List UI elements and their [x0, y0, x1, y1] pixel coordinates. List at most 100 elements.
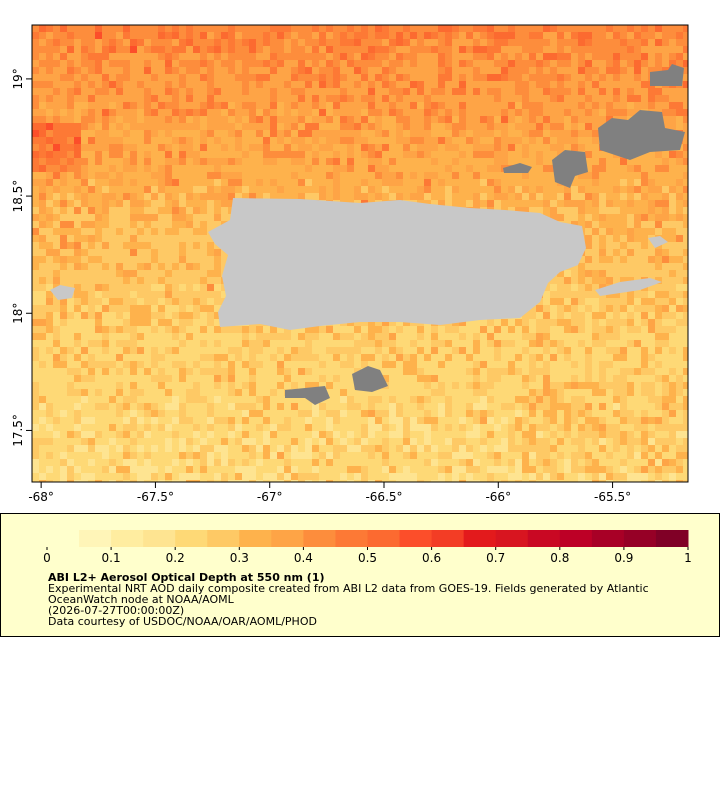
- raster-cell: [606, 39, 613, 46]
- raster-cell: [676, 375, 683, 382]
- raster-cell: [529, 179, 536, 186]
- raster-cell: [620, 291, 627, 298]
- raster-cell: [564, 193, 571, 200]
- raster-cell: [39, 200, 46, 207]
- raster-cell: [74, 123, 81, 130]
- raster-cell: [417, 95, 424, 102]
- raster-cell: [263, 60, 270, 67]
- raster-cell: [116, 263, 123, 270]
- raster-cell: [382, 186, 389, 193]
- raster-cell: [543, 284, 550, 291]
- raster-cell: [438, 95, 445, 102]
- raster-cell: [368, 326, 375, 333]
- raster-cell: [648, 263, 655, 270]
- raster-cell: [466, 39, 473, 46]
- raster-cell: [130, 291, 137, 298]
- raster-cell: [501, 193, 508, 200]
- raster-cell: [529, 102, 536, 109]
- raster-cell: [494, 95, 501, 102]
- raster-cell: [144, 312, 151, 319]
- raster-cell: [347, 74, 354, 81]
- raster-cell: [438, 151, 445, 158]
- raster-cell: [242, 130, 249, 137]
- raster-cell: [249, 74, 256, 81]
- raster-cell: [431, 53, 438, 60]
- raster-cell: [284, 46, 291, 53]
- raster-cell: [102, 263, 109, 270]
- raster-cell: [256, 151, 263, 158]
- raster-cell: [137, 151, 144, 158]
- raster-cell: [655, 39, 662, 46]
- raster-cell: [228, 116, 235, 123]
- raster-cell: [662, 333, 669, 340]
- raster-cell: [284, 67, 291, 74]
- raster-cell: [179, 277, 186, 284]
- raster-cell: [501, 179, 508, 186]
- raster-cell: [123, 291, 130, 298]
- raster-cell: [67, 319, 74, 326]
- raster-cell: [109, 249, 116, 256]
- raster-cell: [627, 389, 634, 396]
- raster-cell: [193, 361, 200, 368]
- raster-cell: [137, 221, 144, 228]
- raster-cell: [123, 102, 130, 109]
- raster-cell: [522, 193, 529, 200]
- raster-cell: [382, 32, 389, 39]
- raster-cell: [116, 109, 123, 116]
- raster-cell: [249, 88, 256, 95]
- raster-cell: [158, 172, 165, 179]
- raster-cell: [599, 95, 606, 102]
- raster-cell: [473, 186, 480, 193]
- raster-cell: [172, 88, 179, 95]
- raster-cell: [340, 95, 347, 102]
- raster-cell: [312, 375, 319, 382]
- raster-cell: [151, 193, 158, 200]
- raster-cell: [438, 193, 445, 200]
- raster-cell: [410, 130, 417, 137]
- raster-cell: [39, 291, 46, 298]
- raster-cell: [368, 130, 375, 137]
- raster-cell: [284, 81, 291, 88]
- raster-cell: [95, 95, 102, 102]
- raster-cell: [620, 389, 627, 396]
- raster-cell: [179, 326, 186, 333]
- raster-cell: [648, 165, 655, 172]
- raster-cell: [179, 319, 186, 326]
- raster-cell: [655, 382, 662, 389]
- raster-cell: [53, 270, 60, 277]
- raster-cell: [585, 137, 592, 144]
- raster-cell: [207, 347, 214, 354]
- raster-cell: [585, 242, 592, 249]
- raster-cell: [648, 207, 655, 214]
- raster-cell: [522, 60, 529, 67]
- raster-cell: [494, 39, 501, 46]
- raster-cell: [606, 116, 613, 123]
- raster-cell: [557, 60, 564, 67]
- raster-cell: [109, 389, 116, 396]
- raster-cell: [158, 88, 165, 95]
- raster-cell: [32, 102, 39, 109]
- raster-cell: [95, 305, 102, 312]
- raster-cell: [326, 60, 333, 67]
- raster-cell: [473, 354, 480, 361]
- raster-cell: [95, 382, 102, 389]
- raster-cell: [284, 368, 291, 375]
- raster-cell: [88, 186, 95, 193]
- raster-cell: [585, 361, 592, 368]
- raster-cell: [585, 179, 592, 186]
- raster-cell: [683, 109, 688, 116]
- raster-cell: [578, 32, 585, 39]
- raster-cell: [165, 277, 172, 284]
- raster-cell: [459, 354, 466, 361]
- raster-cell: [613, 207, 620, 214]
- raster-cell: [109, 256, 116, 263]
- raster-cell: [333, 109, 340, 116]
- raster-cell: [270, 151, 277, 158]
- raster-cell: [620, 242, 627, 249]
- raster-cell: [200, 263, 207, 270]
- raster-cell: [459, 123, 466, 130]
- raster-cell: [347, 186, 354, 193]
- raster-cell: [46, 151, 53, 158]
- raster-cell: [284, 53, 291, 60]
- raster-cell: [81, 74, 88, 81]
